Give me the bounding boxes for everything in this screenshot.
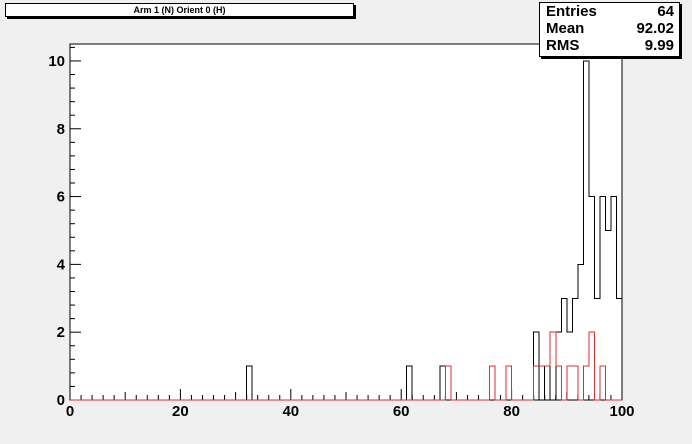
axes: 0 20 40 60 80 100 0 2 4 6 8 10 xyxy=(48,46,635,420)
y-tick-label: 2 xyxy=(57,324,65,341)
series-layer xyxy=(70,60,622,401)
stat-label: Mean xyxy=(546,20,585,37)
histogram-title: Arm 1 (N) Orient 0 (H) xyxy=(5,3,354,17)
stat-row-mean: Mean 92.02 xyxy=(540,20,679,37)
x-tick-label: 40 xyxy=(282,403,299,420)
plot-frame xyxy=(69,43,623,401)
stat-label: RMS xyxy=(546,37,580,54)
x-tick-label: 100 xyxy=(609,403,634,420)
x-tick-label: 60 xyxy=(393,403,410,420)
stat-row-rms: RMS 9.99 xyxy=(540,37,679,54)
y-tick-label: 10 xyxy=(48,53,65,70)
histogram-series-1 xyxy=(70,331,622,401)
stat-row-entries: Entries 64 xyxy=(540,3,679,20)
x-tick-label: 0 xyxy=(66,403,74,420)
x-tick-label: 20 xyxy=(172,403,189,420)
stat-value: 92.02 xyxy=(636,20,674,37)
x-tick-label: 80 xyxy=(503,403,520,420)
stat-value: 9.99 xyxy=(644,37,674,54)
stat-label: Entries xyxy=(546,3,597,20)
y-tick-label: 0 xyxy=(57,392,65,409)
stats-box: Entries 64 Mean 92.02 RMS 9.99 xyxy=(539,2,680,57)
y-tick-label: 4 xyxy=(57,256,66,273)
y-tick-label: 8 xyxy=(57,121,65,138)
stat-value: 64 xyxy=(657,3,674,20)
y-tick-label: 6 xyxy=(57,189,65,206)
